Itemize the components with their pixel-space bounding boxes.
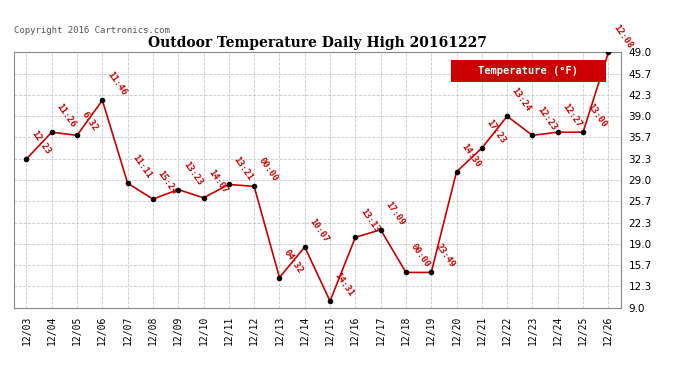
Text: 10:07: 10:07 xyxy=(308,217,331,244)
Text: Copyright 2016 Cartronics.com: Copyright 2016 Cartronics.com xyxy=(14,26,170,35)
Text: 04:32: 04:32 xyxy=(282,248,305,275)
Text: 17:23: 17:23 xyxy=(484,118,507,146)
Text: 13:13: 13:13 xyxy=(358,207,381,235)
Text: 13:23: 13:23 xyxy=(181,160,204,187)
Text: 11:11: 11:11 xyxy=(130,153,153,180)
Text: 12:23: 12:23 xyxy=(29,129,52,156)
Text: 00:00: 00:00 xyxy=(257,156,279,184)
Text: 14:30: 14:30 xyxy=(460,142,482,169)
Text: 11:26: 11:26 xyxy=(55,102,77,129)
Text: 13:24: 13:24 xyxy=(510,86,533,114)
Text: 11:46: 11:46 xyxy=(105,70,128,98)
Text: 12:08: 12:08 xyxy=(611,22,634,50)
Text: 6:32: 6:32 xyxy=(80,110,99,133)
Title: Outdoor Temperature Daily High 20161227: Outdoor Temperature Daily High 20161227 xyxy=(148,36,487,50)
Text: 14:07: 14:07 xyxy=(206,168,229,195)
Text: 17:09: 17:09 xyxy=(384,200,406,227)
Text: 12:23: 12:23 xyxy=(535,105,558,133)
Text: 13:21: 13:21 xyxy=(232,154,255,182)
Text: 12:27: 12:27 xyxy=(560,102,583,129)
Text: 13:00: 13:00 xyxy=(586,102,609,129)
Text: 23:49: 23:49 xyxy=(434,243,457,270)
Text: 14:31: 14:31 xyxy=(333,271,355,298)
Text: 15:24: 15:24 xyxy=(156,169,179,196)
Text: 00:00: 00:00 xyxy=(408,243,431,270)
